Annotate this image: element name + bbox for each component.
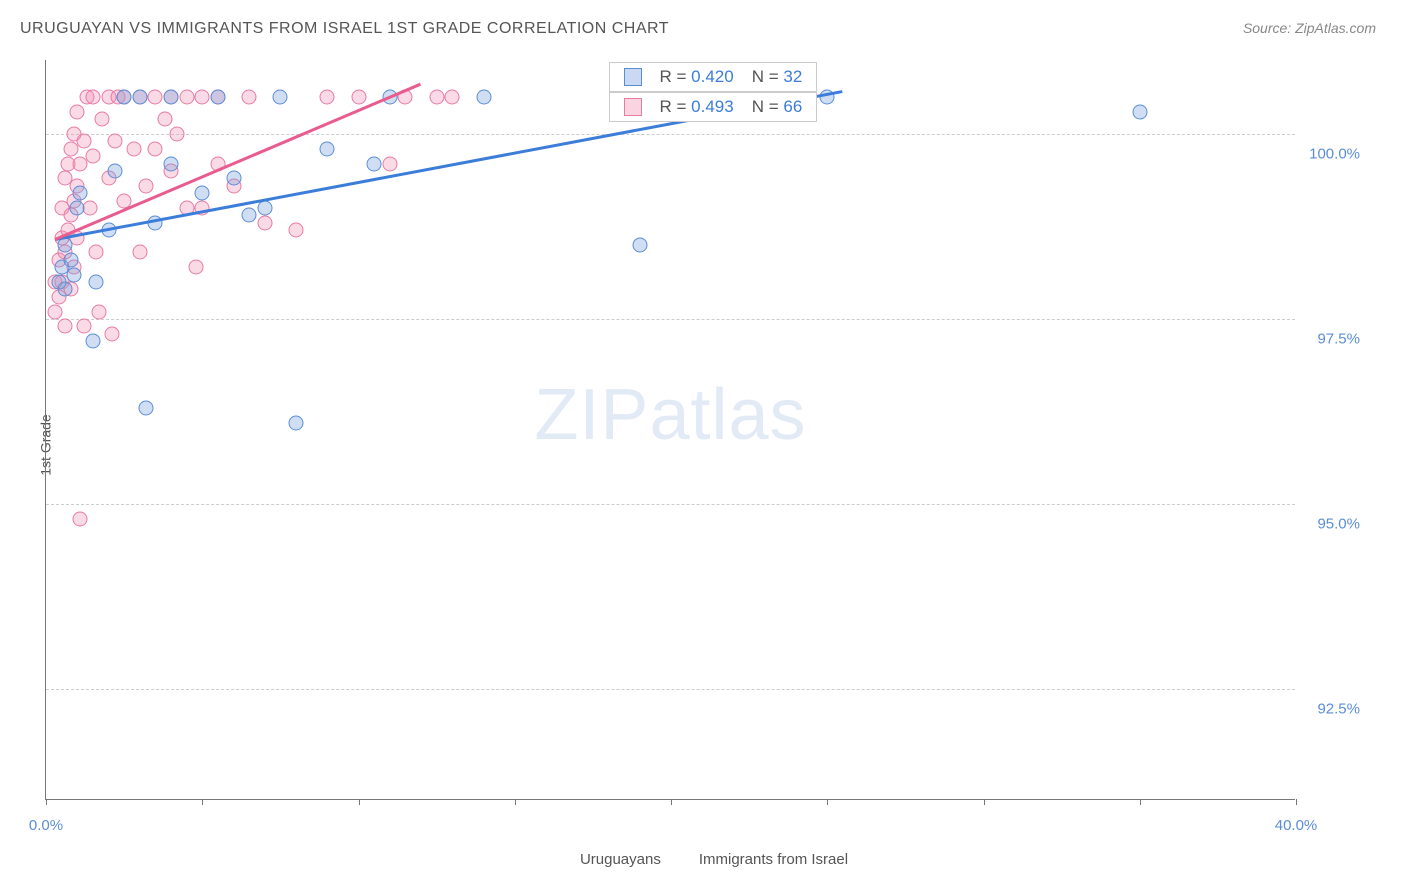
x-tick xyxy=(359,799,360,805)
scatter-point-blue xyxy=(57,282,72,297)
scatter-point-pink xyxy=(195,90,210,105)
scatter-point-blue xyxy=(139,400,154,415)
scatter-point-blue xyxy=(195,186,210,201)
scatter-point-blue xyxy=(367,156,382,171)
scatter-point-pink xyxy=(48,304,63,319)
x-tick xyxy=(671,799,672,805)
source-attribution: Source: ZipAtlas.com xyxy=(1243,20,1376,36)
stats-box-blue: R = 0.420 N = 32 xyxy=(609,62,818,92)
gridline xyxy=(46,319,1295,320)
scatter-point-pink xyxy=(189,260,204,275)
legend-item-pink: Immigrants from Israel xyxy=(691,851,848,868)
y-tick-label: 95.0% xyxy=(1317,516,1360,533)
x-tick xyxy=(515,799,516,805)
scatter-point-blue xyxy=(164,90,179,105)
scatter-point-pink xyxy=(157,112,172,127)
scatter-point-pink xyxy=(242,90,257,105)
x-tick xyxy=(1296,799,1297,805)
y-tick-label: 100.0% xyxy=(1309,146,1360,163)
stats-box-pink: R = 0.493 N = 66 xyxy=(609,92,818,122)
scatter-point-blue xyxy=(164,156,179,171)
scatter-point-blue xyxy=(73,186,88,201)
scatter-point-pink xyxy=(382,156,397,171)
legend: Uruguayans Immigrants from Israel xyxy=(572,851,848,868)
scatter-point-blue xyxy=(57,238,72,253)
scatter-point-blue xyxy=(632,238,647,253)
stats-swatch xyxy=(624,68,642,86)
scatter-point-pink xyxy=(132,245,147,260)
scatter-point-pink xyxy=(179,90,194,105)
scatter-point-pink xyxy=(76,134,91,149)
x-tick-label: 0.0% xyxy=(29,817,63,834)
scatter-point-blue xyxy=(70,201,85,216)
y-tick-label: 97.5% xyxy=(1317,331,1360,348)
scatter-point-pink xyxy=(73,511,88,526)
scatter-point-blue xyxy=(210,90,225,105)
scatter-point-blue xyxy=(273,90,288,105)
scatter-point-pink xyxy=(92,304,107,319)
scatter-point-pink xyxy=(57,319,72,334)
chart-title: URUGUAYAN VS IMMIGRANTS FROM ISRAEL 1ST … xyxy=(20,20,669,38)
legend-label-pink: Immigrants from Israel xyxy=(699,851,848,868)
scatter-point-pink xyxy=(139,178,154,193)
scatter-point-blue xyxy=(132,90,147,105)
gridline xyxy=(46,504,1295,505)
scatter-point-pink xyxy=(351,90,366,105)
x-tick xyxy=(984,799,985,805)
scatter-point-pink xyxy=(85,90,100,105)
y-tick-label: 92.5% xyxy=(1317,701,1360,718)
scatter-point-pink xyxy=(107,134,122,149)
legend-label-blue: Uruguayans xyxy=(580,851,661,868)
scatter-point-pink xyxy=(70,104,85,119)
scatter-point-blue xyxy=(226,171,241,186)
scatter-point-pink xyxy=(85,149,100,164)
scatter-point-blue xyxy=(1132,104,1147,119)
scatter-point-pink xyxy=(257,215,272,230)
scatter-point-blue xyxy=(320,141,335,156)
scatter-point-pink xyxy=(148,90,163,105)
stats-r-label: R = 0.493 xyxy=(660,97,734,117)
scatter-point-blue xyxy=(117,90,132,105)
stats-swatch xyxy=(624,98,642,116)
x-tick xyxy=(46,799,47,805)
scatter-point-blue xyxy=(289,415,304,430)
scatter-point-pink xyxy=(429,90,444,105)
plot-area: ZIPatlas 92.5%95.0%97.5%100.0%0.0%40.0%R… xyxy=(45,60,1295,800)
scatter-point-pink xyxy=(289,223,304,238)
chart-container: 1st Grade ZIPatlas 92.5%95.0%97.5%100.0%… xyxy=(45,60,1375,830)
gridline xyxy=(46,134,1295,135)
scatter-point-pink xyxy=(126,141,141,156)
scatter-point-pink xyxy=(148,141,163,156)
scatter-point-blue xyxy=(107,164,122,179)
scatter-point-blue xyxy=(476,90,491,105)
x-tick xyxy=(202,799,203,805)
scatter-point-pink xyxy=(320,90,335,105)
stats-n-label: N = 32 xyxy=(752,67,803,87)
scatter-point-pink xyxy=(104,326,119,341)
legend-item-blue: Uruguayans xyxy=(572,851,661,868)
x-tick-label: 40.0% xyxy=(1275,817,1318,834)
scatter-point-blue xyxy=(64,252,79,267)
scatter-point-pink xyxy=(445,90,460,105)
scatter-point-pink xyxy=(89,245,104,260)
watermark: ZIPatlas xyxy=(534,374,806,456)
watermark-atlas: atlas xyxy=(649,375,806,455)
stats-n-label: N = 66 xyxy=(752,97,803,117)
stats-r-label: R = 0.420 xyxy=(660,67,734,87)
watermark-zip: ZIP xyxy=(534,375,649,455)
scatter-point-blue xyxy=(89,275,104,290)
scatter-point-blue xyxy=(257,201,272,216)
gridline xyxy=(46,689,1295,690)
scatter-point-blue xyxy=(67,267,82,282)
x-tick xyxy=(1140,799,1141,805)
x-tick xyxy=(827,799,828,805)
scatter-point-blue xyxy=(85,334,100,349)
scatter-point-pink xyxy=(95,112,110,127)
scatter-point-pink xyxy=(76,319,91,334)
scatter-point-pink xyxy=(170,127,185,142)
scatter-point-blue xyxy=(242,208,257,223)
